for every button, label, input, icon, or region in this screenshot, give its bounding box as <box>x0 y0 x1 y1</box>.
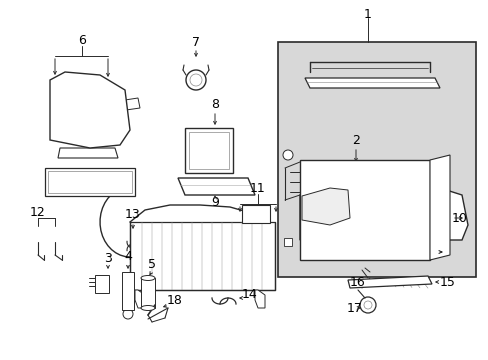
Text: 17: 17 <box>346 302 362 315</box>
Text: 15: 15 <box>439 275 455 288</box>
Circle shape <box>363 301 371 309</box>
Text: 8: 8 <box>210 99 219 112</box>
Bar <box>284 238 291 246</box>
Ellipse shape <box>141 275 155 280</box>
Text: 13: 13 <box>125 208 141 221</box>
Bar <box>299 160 429 260</box>
Bar <box>95 275 109 293</box>
Text: 12: 12 <box>30 206 46 219</box>
Text: 11: 11 <box>250 181 265 194</box>
Bar <box>141 278 155 308</box>
Bar <box>48 171 132 193</box>
Bar <box>242 205 269 223</box>
Text: 14: 14 <box>242 288 257 302</box>
Text: 5: 5 <box>148 258 156 271</box>
Text: 1: 1 <box>364 8 371 21</box>
Polygon shape <box>429 155 449 260</box>
Text: 16: 16 <box>349 275 365 288</box>
Polygon shape <box>135 290 145 308</box>
Circle shape <box>190 74 202 86</box>
Polygon shape <box>302 188 349 225</box>
Text: 7: 7 <box>192 36 200 49</box>
Text: 6: 6 <box>78 33 86 46</box>
Bar <box>278 42 475 277</box>
Text: 2: 2 <box>351 134 359 147</box>
Text: 9: 9 <box>211 197 219 210</box>
Bar <box>122 272 134 310</box>
Polygon shape <box>178 178 254 195</box>
Polygon shape <box>50 72 130 148</box>
Polygon shape <box>299 182 467 240</box>
Bar <box>189 132 228 169</box>
Bar <box>45 168 135 196</box>
Circle shape <box>185 70 205 90</box>
Polygon shape <box>305 78 439 88</box>
Text: 4: 4 <box>124 249 132 262</box>
Circle shape <box>283 150 292 160</box>
Polygon shape <box>125 98 140 110</box>
Polygon shape <box>254 290 264 308</box>
Text: 3: 3 <box>104 252 112 265</box>
Bar <box>184 128 232 173</box>
Bar <box>130 222 274 290</box>
Text: 18: 18 <box>167 293 183 306</box>
Polygon shape <box>58 148 118 158</box>
Polygon shape <box>347 276 431 288</box>
Ellipse shape <box>141 306 155 310</box>
Text: 10: 10 <box>451 211 467 225</box>
Circle shape <box>359 297 375 313</box>
Circle shape <box>123 309 133 319</box>
